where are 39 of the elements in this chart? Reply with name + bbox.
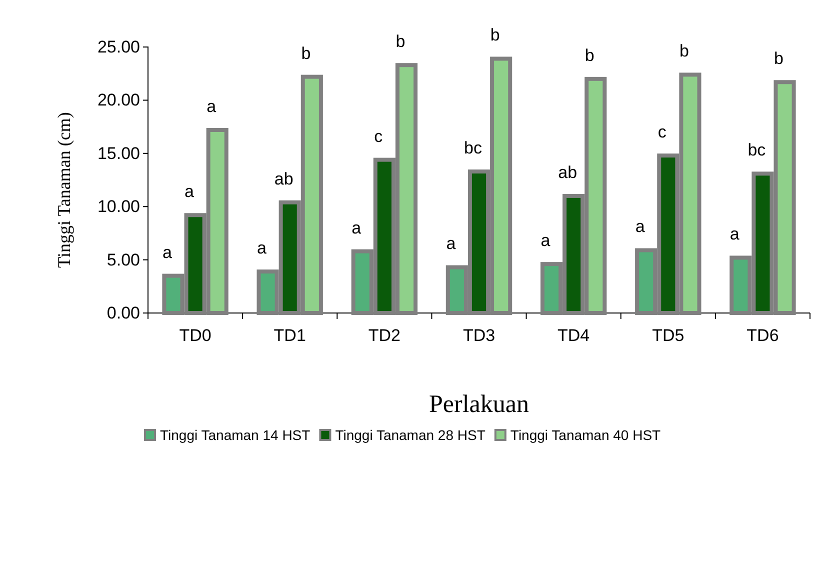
data-label: b xyxy=(774,49,784,68)
legend-label: Tinggi Tanaman 14 HST xyxy=(160,427,311,443)
data-label: b xyxy=(584,46,594,65)
legend-label: Tinggi Tanaman 40 HST xyxy=(510,427,662,443)
data-label: b xyxy=(396,32,406,52)
data-label: a xyxy=(206,96,217,116)
x-tick-label: TD2 xyxy=(368,326,400,346)
data-label: bc xyxy=(464,138,482,158)
y-tick-label: 15.00 xyxy=(97,144,140,163)
data-label: b xyxy=(301,44,311,63)
y-axis-title: Tinggi Tanaman (cm) xyxy=(54,112,74,268)
y-tick-label: 10.00 xyxy=(97,197,140,216)
y-tick-label: 25.00 xyxy=(97,37,140,56)
data-label: a xyxy=(184,182,195,202)
x-tick-label: TD0 xyxy=(179,326,212,346)
data-label: b xyxy=(679,42,689,61)
y-tick-label: 0.00 xyxy=(106,303,140,322)
data-label: ab xyxy=(274,169,294,188)
data-label: a xyxy=(635,217,646,236)
y-tick-label: 20.00 xyxy=(97,90,140,110)
data-label: a xyxy=(730,224,740,244)
x-tick-label: TD3 xyxy=(462,326,496,346)
data-label: c xyxy=(374,126,384,146)
data-label: ab xyxy=(558,162,578,182)
data-label: c xyxy=(658,122,667,142)
legend-label: Tinggi Tanaman 28 HST xyxy=(335,427,486,443)
data-label: b xyxy=(490,26,500,45)
data-label: a xyxy=(257,238,268,258)
x-tick-label: TD1 xyxy=(274,326,306,346)
x-tick-label: TD6 xyxy=(746,326,779,346)
data-label: a xyxy=(540,231,551,250)
x-axis-title: Perlakuan xyxy=(429,391,530,418)
x-tick-label: TD5 xyxy=(652,326,684,346)
y-tick-label: 5.00 xyxy=(106,250,140,270)
data-label: a xyxy=(162,242,172,262)
data-label: a xyxy=(446,234,456,254)
data-label: a xyxy=(352,218,362,238)
data-label: bc xyxy=(748,140,766,160)
x-tick-label: TD4 xyxy=(558,326,590,346)
